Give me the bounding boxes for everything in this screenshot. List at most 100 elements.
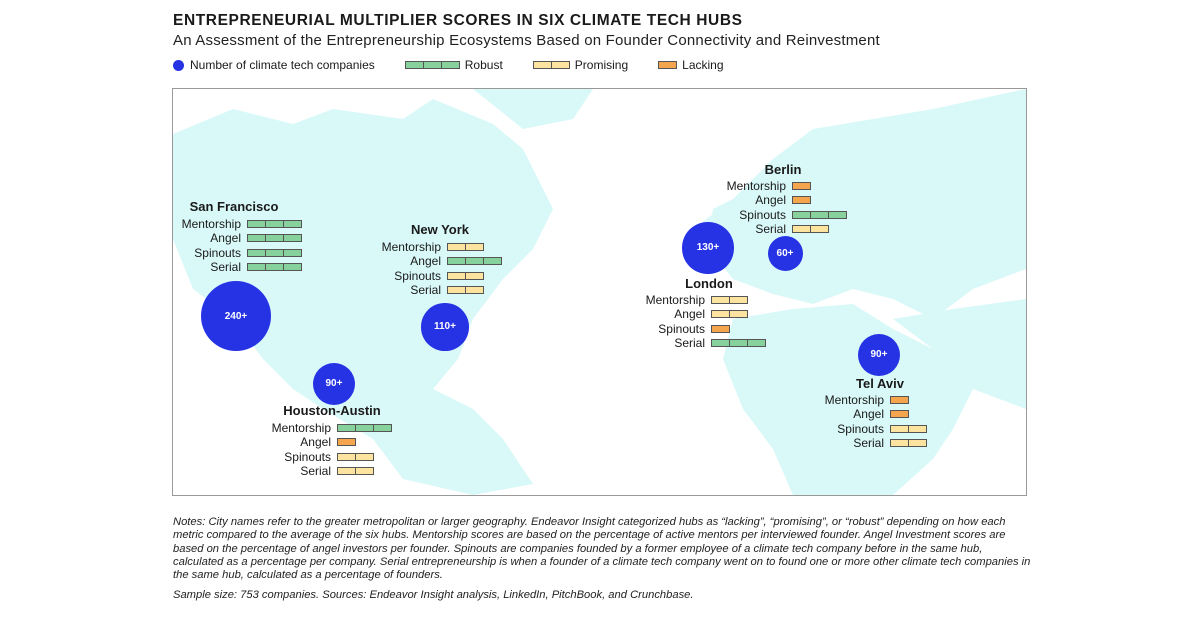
score-bar-robust: [792, 210, 847, 219]
metric-label: Serial: [853, 436, 884, 451]
score-bar-robust: [447, 257, 502, 266]
bar-segment: [532, 61, 552, 69]
metric-label: Serial: [674, 336, 705, 351]
score-bar-promising: [711, 296, 748, 304]
metric-label: Mentorship: [271, 421, 331, 435]
legend-promising-label: Promising: [574, 58, 629, 72]
score-bar-promising: [890, 424, 927, 433]
score-bar-promising: [890, 439, 927, 448]
bar-segment: [729, 339, 748, 348]
score-bar-robust: [247, 234, 302, 243]
bar-segment: [828, 210, 847, 219]
greenland: [473, 89, 593, 129]
hub-name-london: London: [685, 276, 733, 291]
bubble-houston-austin: 90+: [312, 362, 356, 406]
legend-lacking-swatch: [658, 61, 678, 69]
bubble-new-york: 110+: [421, 303, 469, 351]
bar-segment: [890, 396, 909, 404]
score-bar-lacking: [792, 196, 811, 205]
metric-label: Mentorship: [645, 293, 705, 307]
africa: [723, 304, 973, 495]
bar-segment: [337, 452, 356, 461]
bubble-london: 130+: [682, 222, 734, 274]
bar-segment: [422, 61, 442, 69]
bar-segment: [283, 248, 302, 257]
score-bar-robust: [337, 424, 392, 432]
bar-segment: [908, 424, 927, 433]
middle-east: [893, 299, 1026, 409]
bar-segment: [265, 263, 284, 272]
metric-label: Mentorship: [181, 217, 241, 231]
bar-segment: [355, 467, 374, 476]
metric-label: Serial: [755, 222, 786, 237]
bar-segment: [711, 310, 730, 319]
bar-segment: [711, 296, 730, 304]
bar-segment: [890, 410, 909, 419]
legend-lacking-label: Lacking: [682, 58, 724, 72]
bubble-berlin: 60+: [767, 235, 803, 271]
hub-name-new-york: New York: [410, 222, 470, 237]
score-bar-lacking: [890, 396, 909, 404]
legend-bubble-swatch: [173, 59, 184, 71]
bar-segment: [265, 234, 284, 243]
metric-label: Angel: [674, 307, 705, 322]
chart-title: ENTREPRENEURIAL MULTIPLIER SCORES IN SIX…: [173, 12, 743, 29]
score-bar-robust: [247, 220, 302, 228]
bar-segment: [337, 467, 356, 476]
north-america: [173, 99, 553, 495]
bar-segment: [355, 452, 374, 461]
score-bar-promising: [792, 225, 829, 234]
bar-segment: [440, 61, 460, 69]
bar-segment: [747, 339, 766, 348]
europe: [693, 89, 1026, 319]
bar-segment: [465, 257, 484, 266]
hub-name-san-francisco: San Francisco: [189, 199, 279, 214]
metric-label: Mentorship: [726, 179, 786, 193]
chart-subtitle: An Assessment of the Entrepreneurship Ec…: [173, 32, 880, 49]
bar-segment: [355, 424, 374, 432]
bar-segment: [890, 439, 909, 448]
bar-segment: [792, 210, 811, 219]
bar-segment: [792, 225, 811, 234]
bar-segment: [283, 220, 302, 228]
metric-label: Angel: [210, 231, 241, 246]
score-bar-robust: [247, 263, 302, 272]
score-bar-promising: [447, 271, 484, 280]
score-bar-robust: [247, 248, 302, 257]
score-bar-promising: [447, 243, 484, 251]
bar-segment: [404, 61, 424, 69]
bar-segment: [711, 324, 730, 333]
score-bar-promising: [447, 286, 484, 295]
bar-segment: [810, 210, 829, 219]
hub-name-tel-aviv: Tel Aviv: [856, 376, 904, 391]
bar-segment: [447, 243, 466, 251]
notes: Notes: City names refer to the greater m…: [173, 516, 1031, 582]
bar-segment: [729, 296, 748, 304]
bar-segment: [465, 243, 484, 251]
score-bar-promising: [711, 310, 748, 319]
score-bar-promising: [337, 452, 374, 461]
land-shapes: [173, 89, 1026, 495]
legend: Number of climate tech companies Robust …: [173, 58, 724, 72]
metric-label: Angel: [853, 407, 884, 422]
bar-segment: [729, 310, 748, 319]
bar-segment: [890, 424, 909, 433]
bar-segment: [792, 196, 811, 205]
bar-segment: [658, 61, 678, 69]
score-bar-lacking: [890, 410, 909, 419]
legend-robust-swatch: [404, 61, 460, 69]
sample-size-sources: Sample size: 753 companies. Sources: End…: [173, 589, 694, 601]
bar-segment: [337, 424, 356, 432]
metric-label: Serial: [300, 464, 331, 479]
bar-segment: [265, 248, 284, 257]
metric-label: Serial: [210, 260, 241, 275]
bar-segment: [465, 271, 484, 280]
score-bar-promising: [337, 467, 374, 476]
score-bar-lacking: [337, 438, 356, 447]
metric-label: Spinouts: [284, 449, 331, 464]
metric-label: Spinouts: [394, 268, 441, 283]
metric-label: Spinouts: [739, 207, 786, 222]
bar-segment: [247, 263, 266, 272]
score-bar-lacking: [711, 324, 730, 333]
